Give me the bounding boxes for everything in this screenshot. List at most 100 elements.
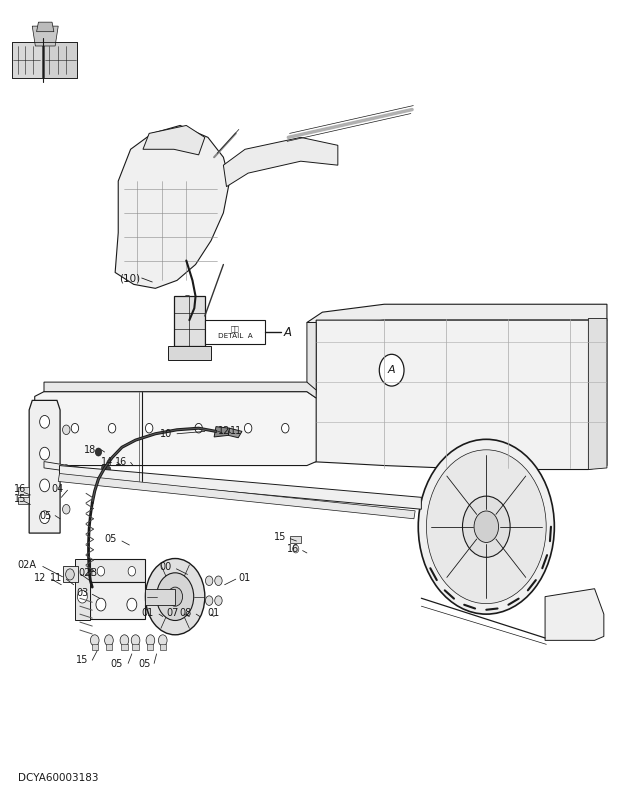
Polygon shape: [29, 400, 60, 533]
Circle shape: [293, 545, 299, 553]
Text: 00: 00: [159, 562, 172, 572]
Circle shape: [108, 423, 116, 433]
Circle shape: [128, 567, 136, 576]
Circle shape: [71, 423, 79, 433]
Circle shape: [91, 634, 99, 646]
Text: (10): (10): [120, 274, 141, 284]
Polygon shape: [307, 322, 316, 462]
Circle shape: [146, 634, 155, 646]
Circle shape: [63, 465, 70, 474]
Text: 16: 16: [115, 457, 127, 466]
Text: 03: 03: [76, 587, 89, 598]
Circle shape: [146, 559, 205, 634]
Text: 15: 15: [76, 655, 89, 665]
Circle shape: [215, 596, 222, 606]
Polygon shape: [307, 304, 607, 326]
Text: 11: 11: [50, 572, 63, 583]
Bar: [168, 345, 211, 360]
Circle shape: [102, 465, 107, 471]
Text: 08: 08: [179, 607, 191, 618]
Circle shape: [97, 567, 105, 576]
Circle shape: [40, 447, 50, 460]
Text: 12: 12: [34, 572, 46, 583]
Polygon shape: [60, 466, 422, 509]
Polygon shape: [44, 42, 77, 78]
Text: 05: 05: [39, 510, 51, 521]
Text: 18: 18: [84, 445, 97, 455]
Circle shape: [205, 596, 213, 606]
Polygon shape: [12, 42, 42, 78]
Bar: [133, 643, 139, 650]
Circle shape: [120, 634, 129, 646]
Bar: [18, 497, 29, 505]
Text: 01: 01: [142, 607, 154, 618]
Bar: [122, 643, 128, 650]
Polygon shape: [143, 126, 205, 155]
Circle shape: [159, 634, 167, 646]
Circle shape: [63, 425, 70, 435]
Bar: [106, 643, 112, 650]
Text: 05: 05: [138, 659, 151, 669]
Text: 16: 16: [14, 485, 27, 494]
Circle shape: [463, 496, 510, 557]
Text: 16: 16: [286, 544, 299, 554]
Circle shape: [146, 423, 153, 433]
Text: 04: 04: [51, 485, 64, 494]
Circle shape: [168, 587, 182, 607]
Text: 15: 15: [14, 494, 27, 504]
Bar: [146, 589, 175, 605]
Bar: [205, 320, 265, 344]
Circle shape: [96, 599, 106, 611]
Text: 12: 12: [218, 427, 231, 436]
Polygon shape: [44, 462, 142, 482]
Polygon shape: [223, 138, 338, 186]
Circle shape: [95, 448, 102, 456]
Circle shape: [106, 466, 111, 473]
Text: 07: 07: [167, 607, 179, 618]
Circle shape: [131, 634, 140, 646]
Circle shape: [127, 599, 137, 611]
Text: 01: 01: [207, 607, 219, 618]
Text: 02A: 02A: [17, 560, 37, 570]
Circle shape: [105, 634, 113, 646]
Bar: [160, 643, 166, 650]
Polygon shape: [90, 583, 146, 619]
Bar: [12, 42, 77, 78]
Bar: [92, 643, 98, 650]
Circle shape: [66, 569, 74, 580]
Text: 05: 05: [111, 659, 123, 669]
Circle shape: [40, 511, 50, 524]
Text: DCYA60003183: DCYA60003183: [18, 773, 99, 782]
Circle shape: [195, 423, 202, 433]
Circle shape: [474, 511, 498, 542]
Text: 詳細
DETAIL  A: 詳細 DETAIL A: [218, 326, 252, 339]
Polygon shape: [37, 22, 54, 32]
Polygon shape: [35, 392, 316, 466]
Bar: [148, 643, 154, 650]
Circle shape: [215, 576, 222, 586]
Polygon shape: [310, 320, 607, 470]
Polygon shape: [545, 589, 604, 640]
Text: 10: 10: [161, 429, 172, 439]
Polygon shape: [228, 428, 242, 438]
Polygon shape: [90, 559, 146, 583]
Polygon shape: [75, 559, 90, 621]
Text: 01: 01: [238, 572, 250, 583]
Polygon shape: [214, 427, 229, 437]
Circle shape: [78, 591, 87, 603]
Polygon shape: [115, 126, 229, 288]
Polygon shape: [44, 382, 316, 398]
Text: 14: 14: [101, 457, 113, 466]
Circle shape: [63, 505, 70, 514]
Text: 15: 15: [274, 532, 286, 542]
Bar: [290, 537, 301, 543]
Circle shape: [281, 423, 289, 433]
Circle shape: [244, 423, 252, 433]
Polygon shape: [58, 474, 415, 519]
Bar: [174, 296, 205, 345]
Text: 11: 11: [229, 427, 242, 436]
Text: A: A: [388, 365, 396, 375]
Text: 05: 05: [105, 534, 117, 544]
Circle shape: [418, 439, 554, 615]
Circle shape: [157, 573, 193, 621]
